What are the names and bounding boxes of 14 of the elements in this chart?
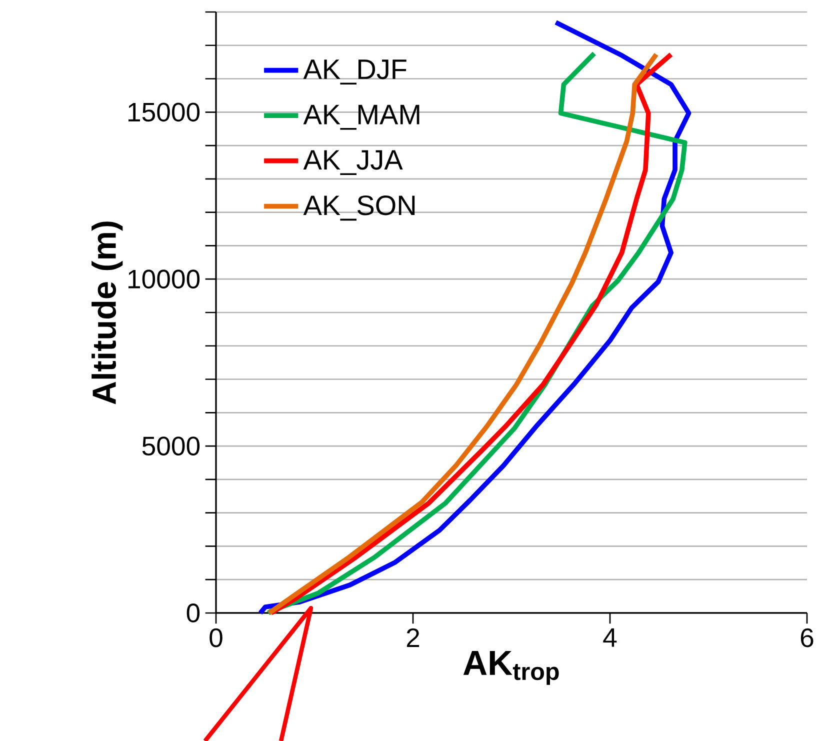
x-tick-label: 0 [210,628,222,648]
x-tick-label: 6 [800,628,814,648]
x-axis-title: AK$_{trop}$ [463,651,559,685]
y-tick-label: 0 [186,604,200,622]
legend-label: AK_SON [303,195,415,221]
legend-label: AK_MAM [303,104,420,130]
legend-label: AK_JJA [303,150,403,176]
y-axis-title: Altitude (m) [92,222,123,404]
y-tick-label: 5000 [142,436,200,456]
x-tick-label: 4 [603,628,617,647]
y-tick-label: 10000 [128,270,200,289]
legend-label: AK_DJF [303,60,406,84]
y-tick-label: 15000 [128,102,200,122]
x-tick-label: 2 [406,628,420,647]
